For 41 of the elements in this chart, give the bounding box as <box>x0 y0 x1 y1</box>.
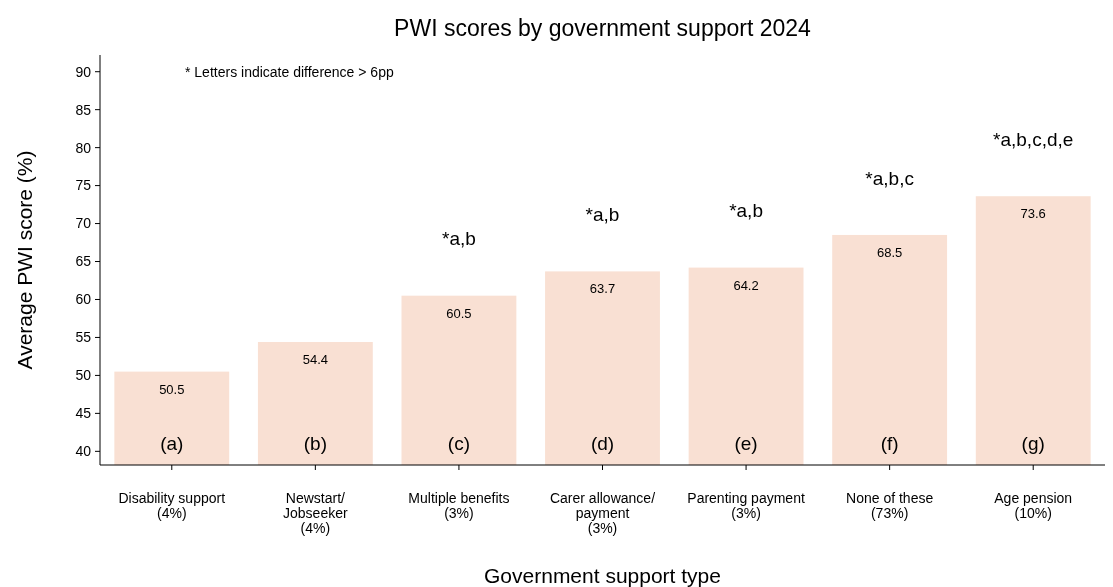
annotation: (c) <box>447 432 471 454</box>
annotation: *a,b <box>442 228 476 250</box>
annotation: (g) <box>1021 432 1045 454</box>
annotation: (b) <box>303 432 327 454</box>
chart-title: PWI scores by government support 2024 <box>394 15 812 41</box>
data-label: 54.4 <box>302 352 329 367</box>
annotation: * Letters indicate difference > 6pp <box>185 64 394 80</box>
annotation: *a,b <box>729 200 763 222</box>
y-tick-label: 50 <box>75 367 92 384</box>
data-label: 50.5 <box>159 381 185 397</box>
y-axis-title: Average PWI score (%) <box>13 150 36 370</box>
y-tick-label: 70 <box>75 215 92 232</box>
x-tick-label: Carer allowance/ payment (3%) <box>549 490 656 536</box>
annotation: (f) <box>880 432 899 454</box>
data-label: 60.5 <box>446 305 472 321</box>
y-tick-label: 40 <box>75 443 92 460</box>
x-axis-title: Government support type <box>484 564 721 587</box>
y-tick-label: 60 <box>75 291 92 308</box>
y-tick-label: 65 <box>75 253 92 270</box>
x-tick-label: Age pension (10%) <box>994 490 1073 521</box>
x-tick-label: Multiple benefits (3%) <box>408 490 510 521</box>
data-label: 68.5 <box>876 244 903 260</box>
y-tick-label: 55 <box>75 329 92 346</box>
x-tick-label: None of these (73%) <box>846 490 934 521</box>
x-tick-label: Newstart/ Jobseeker (4%) <box>283 490 348 536</box>
y-tick-label: 75 <box>75 177 92 194</box>
data-label: 64.2 <box>733 277 759 293</box>
annotation: (d) <box>590 432 615 454</box>
y-tick-label: 45 <box>75 405 92 422</box>
annotation: *a,b <box>585 204 620 226</box>
annotation: *a,b,c,d,e <box>993 128 1074 150</box>
data-label: 73.6 <box>1020 206 1046 222</box>
data-label: 63.7 <box>589 281 616 297</box>
y-tick-label: 80 <box>75 139 92 156</box>
annotation: (a) <box>160 432 184 454</box>
x-tick-label: Disability support (4%) <box>118 490 226 521</box>
y-tick-label: 85 <box>75 101 92 118</box>
x-tick-label: Parenting payment (3%) <box>687 490 805 521</box>
y-tick-label: 90 <box>75 63 92 80</box>
annotation: (e) <box>734 432 758 454</box>
annotation: *a,b,c <box>865 167 914 189</box>
